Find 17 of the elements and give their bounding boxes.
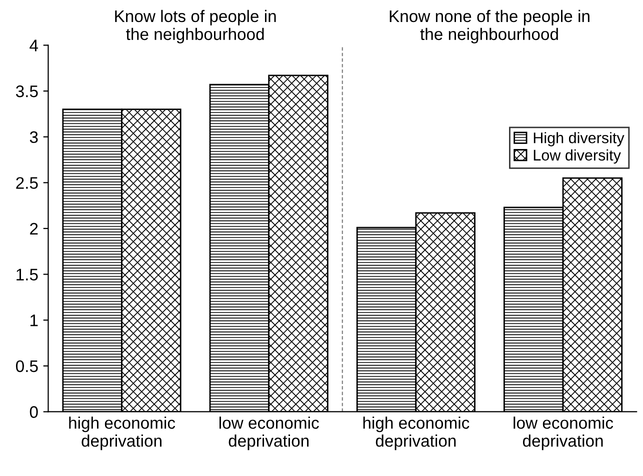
- legend-label: Low diversity: [534, 149, 621, 164]
- y-tick-label: 2: [30, 222, 38, 235]
- x-tick-label: low economic deprivation: [219, 416, 319, 450]
- y-tick-label: 1: [30, 314, 38, 326]
- x-tick-label: high economic deprivation: [69, 416, 176, 450]
- text: Know none of the people in the neighbourhood: [390, 10, 590, 44]
- y-tick-label: 3.5: [16, 85, 38, 98]
- y-tick-label: 1.5: [16, 268, 38, 280]
- y-tick-label: 0: [30, 406, 38, 418]
- text: Know lots of people in the neighbourhood: [115, 10, 276, 44]
- y-tick-label: 0.5: [16, 360, 38, 372]
- y-tick-label: 2.5: [16, 177, 38, 189]
- y-tick-label: 3: [30, 131, 38, 144]
- y-tick-label: 4: [30, 40, 38, 52]
- x-tick-label: low economic deprivation: [514, 416, 614, 450]
- legend-label: High diversity: [534, 132, 624, 146]
- x-tick-label: high economic deprivation: [363, 416, 470, 450]
